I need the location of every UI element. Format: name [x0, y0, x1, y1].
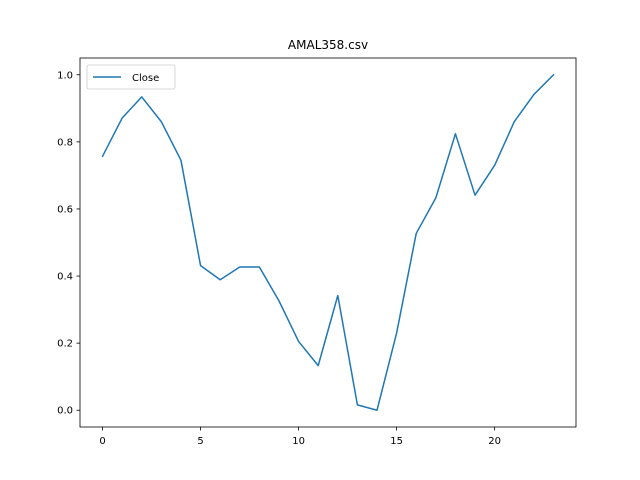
y-tick-label: 0.4 [57, 272, 73, 283]
y-axis: 0.0 0.2 0.4 0.6 0.8 1.0 [57, 70, 80, 417]
series-line-close [101, 73, 555, 411]
x-axis: 0 5 10 15 20 [99, 427, 501, 447]
y-tick-label: 0.8 [57, 137, 73, 148]
series-layer [101, 73, 555, 411]
x-tick-label: 10 [292, 436, 305, 447]
x-tick-label: 0 [99, 436, 105, 447]
x-tick-label: 5 [197, 436, 203, 447]
chart-title: AMAL358.csv [288, 38, 368, 52]
axes-frame [79, 57, 577, 428]
y-tick-label: 0.0 [57, 406, 73, 417]
y-tick-label: 0.6 [57, 204, 73, 215]
y-tick-label: 0.2 [57, 339, 73, 350]
x-tick-label: 20 [488, 436, 501, 447]
legend-box [86, 64, 176, 90]
y-tick-label: 1.0 [57, 70, 73, 81]
legend-label: Close [132, 73, 159, 84]
x-tick-label: 15 [390, 436, 403, 447]
legend: Close [86, 64, 176, 90]
